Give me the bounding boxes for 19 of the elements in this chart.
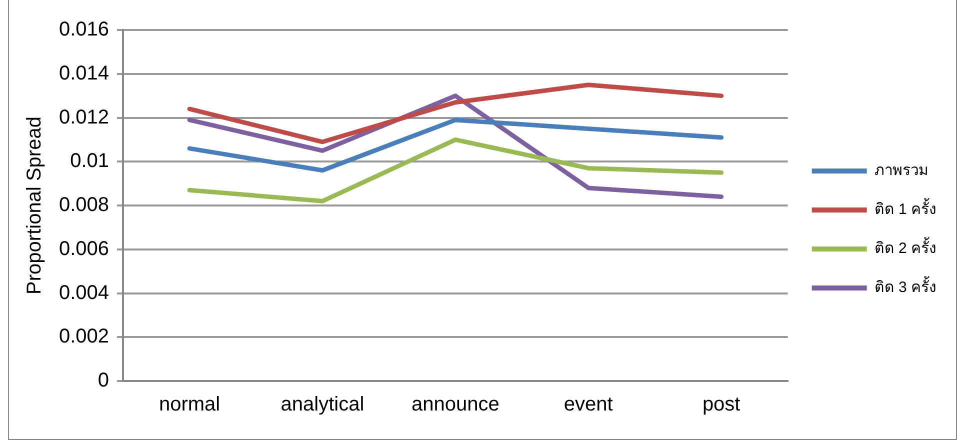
x-tick-label: event — [564, 394, 614, 416]
x-tick-label: analytical — [280, 394, 364, 416]
y-tick-label: 0.012 — [58, 106, 110, 128]
y-tick-label: 0.008 — [58, 194, 110, 216]
y-tick-label: 0.01 — [70, 150, 110, 172]
y-tick-label: 0 — [98, 370, 110, 392]
legend-label: ภาพรวม — [874, 162, 928, 180]
legend-label: ติด 3 ครั้ง — [874, 276, 936, 296]
x-tick-label: post — [702, 394, 741, 416]
y-tick-label: 0.004 — [58, 282, 110, 304]
x-tick-label: normal — [158, 394, 220, 416]
y-axis-title: Proportional Spread — [24, 116, 46, 294]
y-tick-label: 0.016 — [58, 18, 110, 41]
y-tick-label: 0.006 — [58, 238, 110, 260]
y-tick-label: 0.014 — [58, 62, 110, 84]
y-tick-label: 0.002 — [58, 326, 110, 348]
legend-label: ติด 1 ครั้ง — [874, 198, 936, 218]
x-tick-label: announce — [412, 394, 500, 416]
legend-label: ติด 2 ครั้ง — [874, 237, 936, 258]
